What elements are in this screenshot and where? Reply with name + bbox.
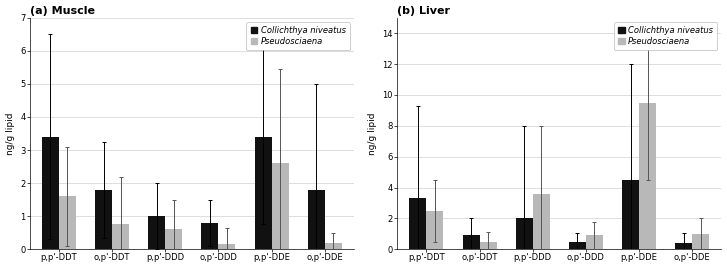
Bar	[165, 229, 182, 249]
Bar	[42, 137, 59, 249]
Y-axis label: ng/g lipid: ng/g lipid	[368, 112, 377, 155]
Legend: Collichthya niveatus, Pseudosciaena: Collichthya niveatus, Pseudosciaena	[614, 22, 718, 50]
Bar	[639, 103, 656, 249]
Bar	[148, 216, 165, 249]
Bar	[95, 190, 112, 249]
Bar	[325, 243, 342, 249]
Bar	[272, 163, 289, 249]
Bar	[409, 198, 426, 249]
Bar	[675, 243, 692, 249]
Bar	[112, 225, 129, 249]
Bar	[201, 223, 218, 249]
Bar	[308, 190, 325, 249]
Bar	[586, 235, 603, 249]
Bar	[515, 218, 533, 249]
Text: (a) Muscle: (a) Muscle	[30, 6, 95, 16]
Bar	[692, 234, 710, 249]
Bar	[622, 180, 639, 249]
Bar	[480, 241, 497, 249]
Legend: Collichthya niveatus, Pseudosciaena: Collichthya niveatus, Pseudosciaena	[246, 22, 350, 50]
Bar	[218, 244, 236, 249]
Bar	[59, 196, 76, 249]
Bar	[462, 235, 480, 249]
Bar	[569, 241, 586, 249]
Bar	[426, 211, 443, 249]
Text: (b) Liver: (b) Liver	[397, 6, 450, 16]
Bar	[533, 194, 550, 249]
Bar	[254, 137, 272, 249]
Y-axis label: ng/g lipid: ng/g lipid	[6, 112, 15, 155]
